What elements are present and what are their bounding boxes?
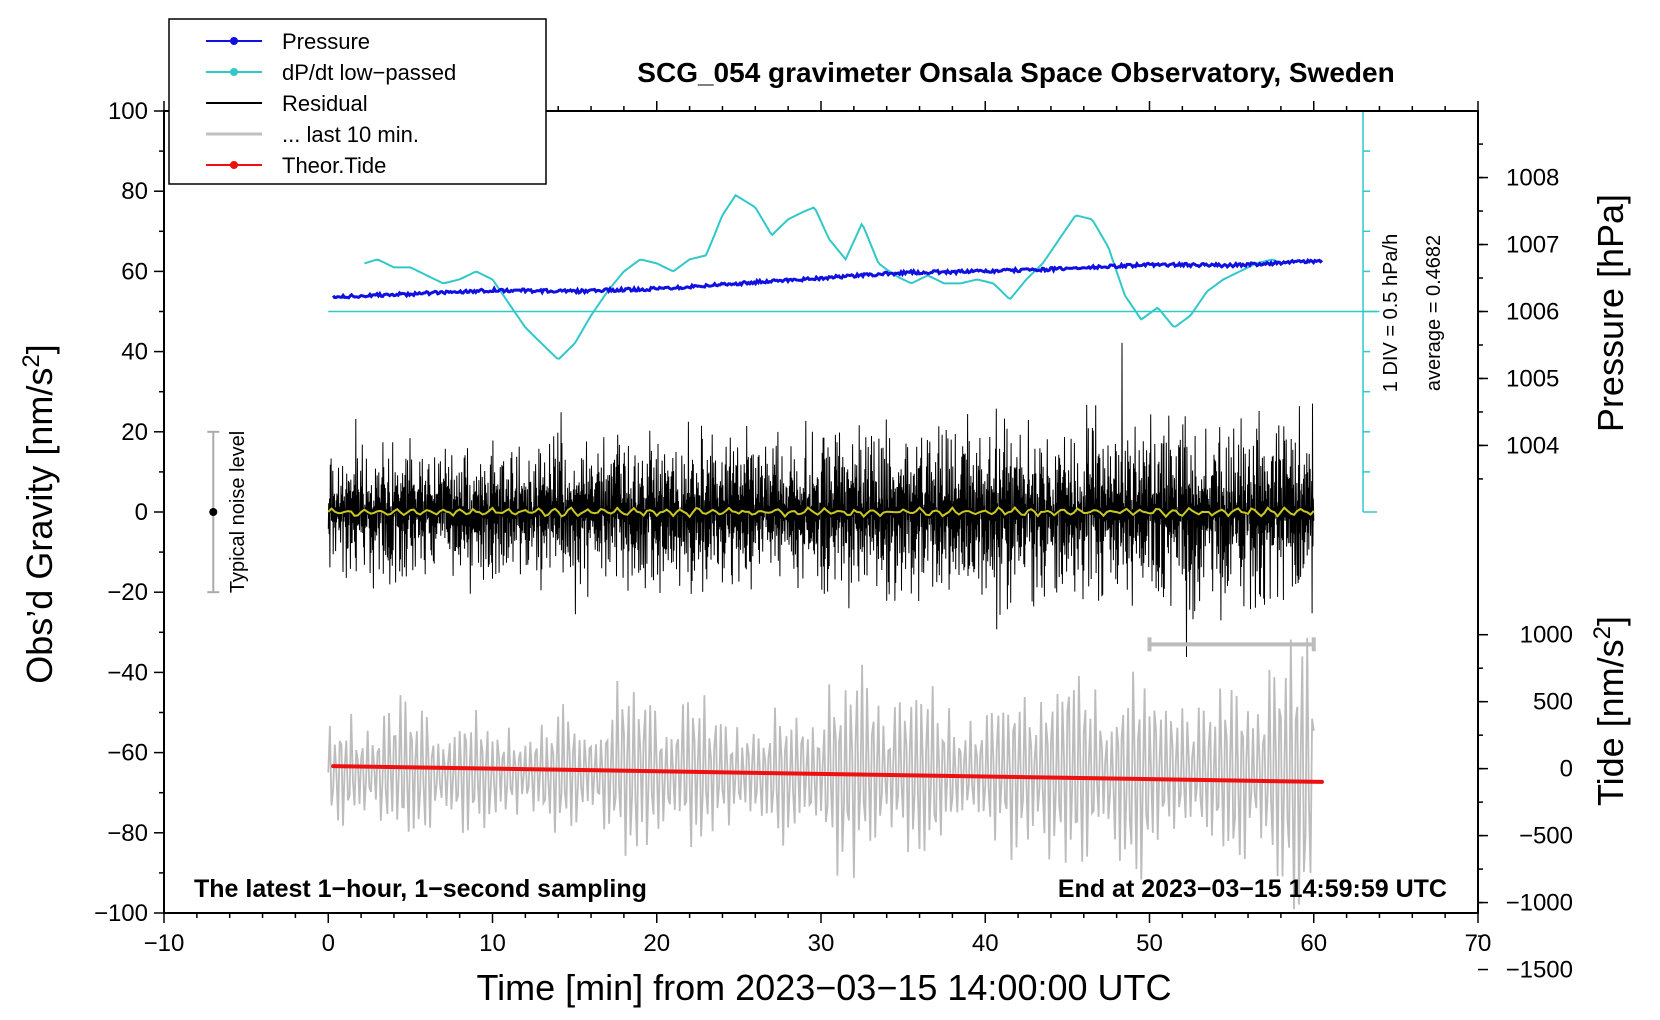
pressure-series [331,257,1324,300]
legend-marker [230,37,238,45]
side-scales [207,110,1378,652]
y-tick-label: −80 [107,820,148,847]
y-tick-label: 80 [121,178,148,205]
legend-item: Theor.Tide [206,153,386,178]
y-axis-title-tide: Tide [nm/s2] [1589,616,1631,806]
legend-label: ... last 10 min. [282,122,419,147]
x-axis-title: Time [min] from 2023−03−15 14:00:00 UTC [476,967,1171,1008]
legend-marker [230,68,238,76]
pressure-tick-label: 1007 [1506,232,1559,259]
residual-smoothed-line [327,505,1315,519]
x-tick-label: 70 [1465,930,1492,957]
residual-series [327,342,1315,658]
legend-marker [230,161,238,169]
dpdt-series [328,193,1380,360]
y-axis-title-left: Obs’d Gravity [nm/s2] [18,344,60,683]
unit-superscript: 2 [18,354,45,367]
y-tick-label: −40 [107,659,148,686]
y-tick-label: −60 [107,740,148,767]
x-tick-label: 0 [322,930,335,957]
tide-series [331,764,1324,784]
pressure-tick-label: 1005 [1506,365,1559,392]
annotation-bottom-left: The latest 1−hour, 1−second sampling [194,875,647,903]
legend-item: dP/dt low−passed [206,60,456,85]
y-tick-label: −20 [107,579,148,606]
noise-bar-center [209,508,218,516]
tide-tick-label: −1500 [1506,957,1573,984]
x-tick-label: 40 [972,930,999,957]
tide-tick-label: 1000 [1520,622,1573,649]
legend-label: Pressure [282,29,370,54]
y-tick-label: 0 [135,499,148,526]
pressure-tick-label: 1006 [1506,299,1559,326]
pressure-tick-label: 1004 [1506,432,1559,459]
y-tick-label: 40 [121,339,148,366]
x-tick-label: 60 [1300,930,1327,957]
x-tick-label: 20 [643,930,670,957]
y-tick-label: 20 [121,419,148,446]
x-tick-label: 50 [1136,930,1163,957]
legend: Pressure dP/dt low−passed Residual ... last… [168,18,547,185]
dpdt-line [364,193,1282,360]
tide-unit-superscript: 2 [1589,626,1616,639]
legend-box [168,18,547,185]
y-tick-label: −100 [94,900,148,927]
y-tick-label: 60 [121,258,148,285]
last-10-min-series [327,637,1315,910]
legend-item: ... last 10 min. [206,122,419,147]
tide-line [331,764,1324,784]
dpdt-scale-label: 1 DIV = 0.5 hPa/h [1380,234,1402,392]
legend-label: Residual [282,91,368,116]
chart-title: SCG_054 gravimeter Onsala Space Observat… [637,57,1394,88]
y-tick-label: 100 [108,98,148,125]
legend-item: Residual [206,91,368,116]
residual-line [327,342,1315,658]
last-10-min-line [327,637,1315,910]
tide-tick-label: 0 [1560,756,1573,783]
y-axis-title-pressure: Pressure [hPa] [1590,194,1631,432]
legend-label: dP/dt low−passed [282,60,456,85]
axes: −10 0 10 20 30 40 50 60 70100806040200−20−40−60−… [94,98,1573,984]
x-tick-label: 10 [479,930,506,957]
tide-tick-label: 500 [1533,689,1573,716]
pressure-line [331,257,1324,300]
annotation-bottom-right: End at 2023−03−15 14:59:59 UTC [1058,875,1447,903]
x-tick-label: −10 [144,930,185,957]
noise-level-label: Typical noise level [227,431,249,593]
legend-label: Theor.Tide [282,153,386,178]
pressure-tick-label: 1008 [1506,165,1559,192]
dpdt-average-label: average = 0.4682 [1423,235,1445,391]
legend-item: Pressure [206,29,370,54]
x-tick-label: 30 [808,930,835,957]
tide-tick-label: −500 [1519,823,1573,850]
tide-tick-label: −1000 [1506,890,1573,917]
